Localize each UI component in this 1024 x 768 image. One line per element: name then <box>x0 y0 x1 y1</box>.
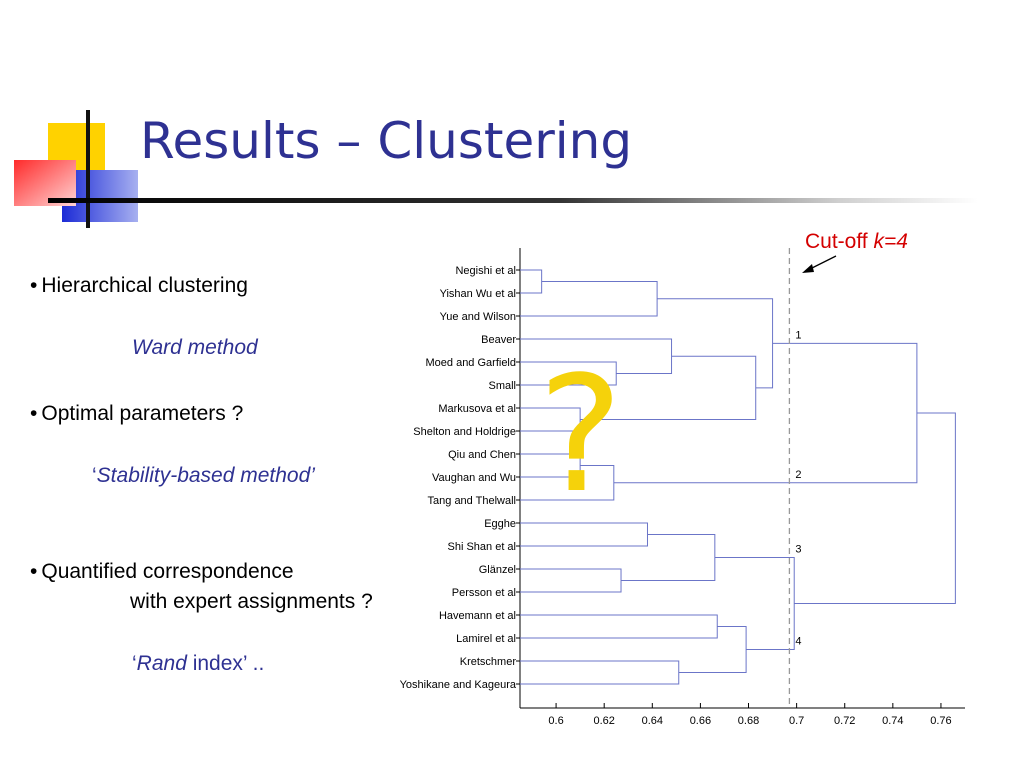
dendrogram-link <box>621 534 716 581</box>
index-text: index’ .. <box>186 652 265 675</box>
x-tick-label: 0.68 <box>738 715 759 727</box>
leaf-label: Negishi et al <box>455 265 516 277</box>
bullet-dot: • <box>30 560 38 583</box>
leaf-label: Yoshikane and Kageura <box>400 679 517 691</box>
x-tick-label: 0.74 <box>882 715 903 727</box>
leaf-label: Tang and Thelwall <box>428 495 516 507</box>
sub-rand-index: ‘Rand index’ .. <box>132 652 264 676</box>
leaf-label: Shelton and Holdrige <box>413 426 516 438</box>
leaf-label: Vaughan and Wu <box>432 472 516 484</box>
sub-ward-method: Ward method <box>132 336 258 359</box>
leaf-label: Glänzel <box>479 564 516 576</box>
leaf-label: Markusova et al <box>438 403 516 415</box>
leaf-label: Shi Shan et al <box>448 541 517 553</box>
dendrogram-link <box>520 361 617 386</box>
x-tick-label: 0.64 <box>642 715 663 727</box>
dendrogram-link <box>520 281 658 317</box>
slide-logo-decoration <box>14 110 138 228</box>
dendrogram-link <box>613 342 918 484</box>
title-rule <box>48 198 978 203</box>
bullet-optimal-parameters: • Optimal parameters ? <box>30 402 243 426</box>
x-tick-label: 0.76 <box>930 715 951 727</box>
stability-text: Stability-based method’ <box>96 464 315 487</box>
x-tick-label: 0.66 <box>690 715 711 727</box>
bullet-hierarchical-clustering: • Hierarchical clustering <box>30 274 248 298</box>
cutoff-label: Cut-off k=4 <box>805 230 908 254</box>
leaf-label: Lamirel et al <box>456 633 516 645</box>
leaf-label: Yishan Wu et al <box>440 288 516 300</box>
bullet-text: Hierarchical clustering <box>41 274 248 297</box>
dendrogram-link <box>678 626 747 673</box>
cutoff-arrow-head <box>802 264 814 273</box>
leaf-label: Egghe <box>484 518 516 530</box>
leaf-label: Qiu and Chen <box>448 449 516 461</box>
dendrogram-link <box>520 269 543 294</box>
leaf-label: Havemann et al <box>439 610 516 622</box>
bullet-text: Optimal parameters ? <box>41 402 244 425</box>
dendrogram-link <box>794 412 956 604</box>
dendrogram-link <box>714 557 795 650</box>
leaf-label: Kretschmer <box>460 656 517 668</box>
x-tick-label: 0.62 <box>593 715 614 727</box>
question-mark: ? <box>538 341 623 528</box>
dendrogram-link <box>520 614 718 639</box>
x-tick-label: 0.7 <box>789 715 804 727</box>
x-tick-label: 0.6 <box>548 715 563 727</box>
open-quote: ‘ <box>92 464 97 487</box>
leaf-label: Moed and Garfield <box>426 357 517 369</box>
leaf-label: Beaver <box>481 334 516 346</box>
leaf-label: Yue and Wilson <box>440 311 516 323</box>
dendrogram-link <box>520 660 680 685</box>
bullet-quantified-correspondence: • Quantified correspondence <box>30 560 294 584</box>
cutoff-k: k=4 <box>873 230 908 253</box>
dendrogram-link <box>520 407 581 432</box>
leaf-label: Small <box>488 380 516 392</box>
open-quote: ‘ <box>132 652 137 675</box>
cluster-label: 2 <box>795 469 801 481</box>
dendrogram-link <box>520 568 622 593</box>
bullet-dot: • <box>30 274 38 297</box>
slide-title: Results – Clustering <box>140 112 633 170</box>
x-tick-label: 0.72 <box>834 715 855 727</box>
cutoff-text: Cut-off <box>805 230 874 253</box>
cluster-label: 4 <box>795 636 801 648</box>
rand-text: Rand <box>136 652 187 675</box>
bullet-continuation: with expert assignments ? <box>130 590 373 613</box>
cluster-label: 1 <box>795 329 801 341</box>
sub-stability-method: ‘Stability-based method’ <box>92 464 315 488</box>
bullet-text: Quantified correspondence <box>41 560 294 583</box>
dendrogram-link <box>520 453 581 478</box>
leaf-label: Persson et al <box>452 587 516 599</box>
bullet-dot: • <box>30 402 38 425</box>
cluster-label: 3 <box>795 544 801 556</box>
